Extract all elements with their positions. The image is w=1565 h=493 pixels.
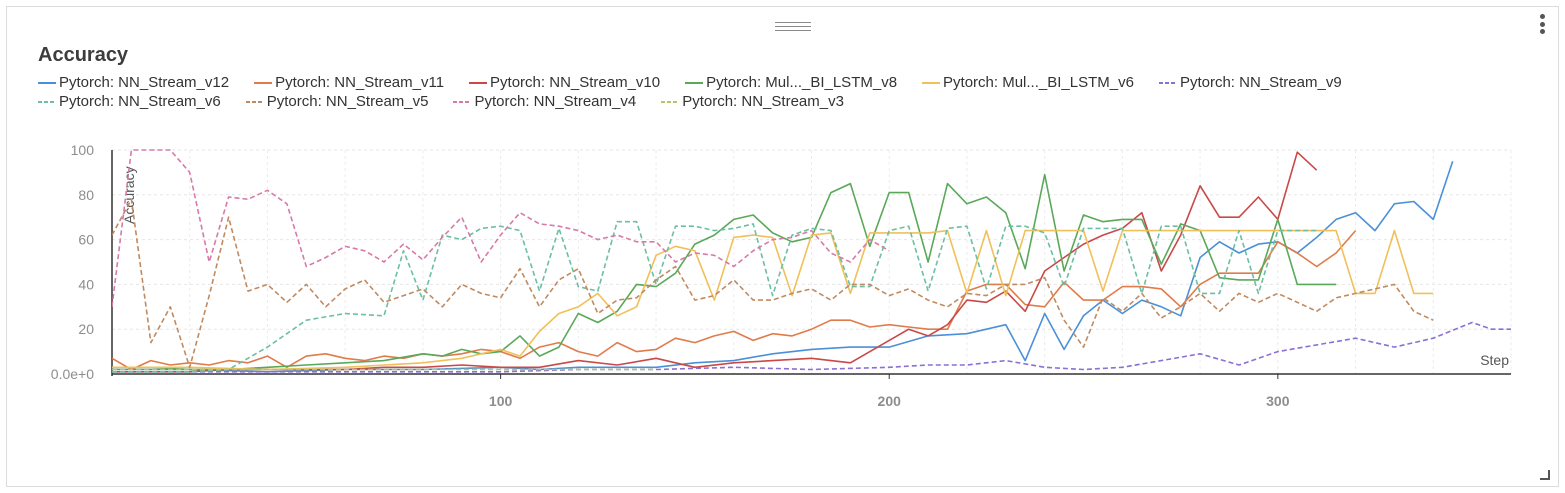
- legend-row: Pytorch: NN_Stream_v6 Pytorch: NN_Stream_…: [38, 93, 1518, 112]
- y-tick-label: 80: [78, 187, 94, 203]
- chart-title: Accuracy: [38, 44, 129, 66]
- legend-label: Pytorch: NN_Stream_v3: [682, 93, 844, 110]
- legend-item[interactable]: Pytorch: NN_Stream_v9: [1158, 74, 1342, 91]
- legend-swatch: [38, 101, 56, 104]
- legend-swatch: [1158, 82, 1177, 85]
- chart-legend: Pytorch: NN_Stream_v12 Pytorch: NN_Stream…: [38, 74, 1518, 112]
- legend-label: Pytorch: NN_Stream_v9: [1179, 74, 1342, 91]
- legend-row: Pytorch: NN_Stream_v12 Pytorch: NN_Stream…: [38, 74, 1518, 93]
- legend-swatch: [453, 101, 472, 104]
- legend-label: Pytorch: NN_Stream_v5: [266, 93, 429, 110]
- legend-swatch: [685, 82, 704, 85]
- x-tick-label: 200: [878, 393, 902, 409]
- series-line-8: [112, 198, 1434, 369]
- legend-item[interactable]: Pytorch: NN_Stream_v4: [453, 93, 636, 110]
- legend-label: Pytorch: Mul..._BI_LSTM_v8: [706, 74, 898, 91]
- drag-handle-icon[interactable]: [775, 22, 811, 34]
- legend-swatch: [245, 101, 264, 104]
- series-line-9: [112, 149, 890, 307]
- series-line-1: [112, 160, 1454, 373]
- series-line-6: [112, 321, 1511, 373]
- legend-swatch: [254, 82, 273, 85]
- legend-item[interactable]: Pytorch: Mul..._BI_LSTM_v6: [922, 74, 1134, 91]
- x-tick-label: 300: [1266, 393, 1290, 409]
- legend-item[interactable]: Pytorch: NN_Stream_v5: [245, 93, 429, 110]
- series-line-4: [112, 173, 1337, 371]
- y-tick-label: 0.0e+0: [51, 366, 94, 382]
- legend-label: Pytorch: NN_Stream_v4: [474, 93, 637, 110]
- legend-swatch: [661, 101, 680, 104]
- legend-label: Pytorch: NN_Stream_v10: [490, 74, 661, 91]
- legend-label: Pytorch: NN_Stream_v11: [275, 74, 445, 91]
- y-tick-label: 60: [78, 232, 94, 248]
- series-line-3: [112, 151, 1318, 373]
- series-line-7: [112, 220, 1317, 373]
- more-vertical-icon[interactable]: [1537, 14, 1547, 38]
- legend-item[interactable]: Pytorch: NN_Stream_v11: [254, 74, 444, 91]
- legend-swatch: [922, 82, 941, 85]
- legend-label: Pytorch: NN_Stream_v12: [59, 74, 230, 91]
- y-tick-label: 100: [71, 142, 95, 158]
- y-tick-label: 20: [78, 321, 94, 337]
- legend-label: Pytorch: Mul..._BI_LSTM_v6: [943, 74, 1134, 91]
- y-tick-label: 40: [78, 276, 94, 292]
- legend-item[interactable]: Pytorch: Mul..._BI_LSTM_v8: [685, 74, 897, 91]
- chart-panel: [6, 6, 1559, 487]
- x-tick-label: 100: [489, 393, 513, 409]
- legend-swatch: [38, 82, 56, 85]
- legend-label: Pytorch: NN_Stream_v6: [59, 93, 221, 110]
- legend-swatch: [469, 82, 488, 85]
- series-line-5: [112, 229, 1434, 371]
- legend-item[interactable]: Pytorch: NN_Stream_v3: [661, 93, 844, 110]
- legend-item[interactable]: Pytorch: NN_Stream_v6: [38, 93, 221, 110]
- legend-item[interactable]: Pytorch: NN_Stream_v10: [469, 74, 660, 91]
- x-axis-label: Step: [1480, 352, 1509, 368]
- series-line-2: [112, 230, 1357, 371]
- legend-item[interactable]: Pytorch: NN_Stream_v12: [38, 74, 229, 91]
- resize-corner-icon[interactable]: [1540, 470, 1550, 480]
